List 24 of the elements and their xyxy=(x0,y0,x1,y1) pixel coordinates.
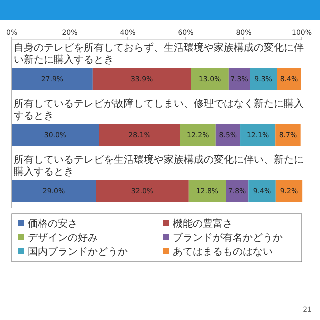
legend-label: あてはまるものはない xyxy=(173,247,273,258)
bar xyxy=(248,180,276,202)
bar xyxy=(276,124,301,146)
bar xyxy=(96,180,189,202)
y-tick-label: 所有しているテレビを生活環境や家族構成の変化に伴い、新たに購入するとき xyxy=(14,154,304,178)
legend-label: 機能の豊富さ xyxy=(173,218,233,230)
legend-label: ブランドが有名かどうか xyxy=(173,232,283,244)
bar xyxy=(180,124,216,146)
y-tick-label: 自身のテレビを所有しておらず、生活環境や家族構成の変化に伴い新たに購入するとき xyxy=(14,42,304,66)
y-tick-label: 所有しているテレビが故障してしまい、修理ではなく新たに購入するとき xyxy=(14,98,304,122)
legend-label: デザインの好み xyxy=(28,233,98,244)
bar xyxy=(191,68,229,90)
bar xyxy=(240,124,276,146)
bar xyxy=(12,68,93,90)
bar xyxy=(276,180,303,202)
bar xyxy=(12,124,99,146)
bar xyxy=(250,68,278,90)
bar xyxy=(188,180,226,202)
legend-label: 国内ブランドかどうか xyxy=(28,246,128,258)
bar xyxy=(92,68,192,90)
bar xyxy=(12,180,96,202)
legend-label: 価格の安さ xyxy=(28,218,78,230)
bar xyxy=(277,68,302,90)
bar xyxy=(99,124,180,146)
